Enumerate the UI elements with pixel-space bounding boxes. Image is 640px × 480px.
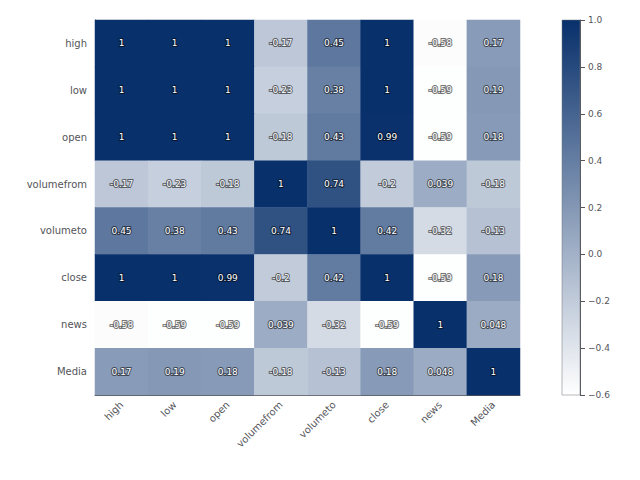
svg-text:1: 1: [119, 85, 125, 95]
svg-text:-0.13: -0.13: [482, 226, 505, 236]
svg-text:0.2: 0.2: [588, 203, 602, 213]
svg-text:open: open: [62, 132, 87, 143]
svg-text:close: close: [61, 272, 87, 283]
svg-text:volumeto: volumeto: [297, 399, 338, 440]
svg-text:-0.18: -0.18: [482, 179, 506, 189]
svg-text:0.38: 0.38: [324, 85, 344, 95]
svg-text:1: 1: [384, 85, 390, 95]
svg-text:0.74: 0.74: [271, 226, 291, 236]
svg-text:-0.18: -0.18: [216, 179, 240, 189]
svg-text:0.0: 0.0: [588, 249, 603, 259]
svg-text:0.43: 0.43: [324, 132, 344, 142]
svg-text:low: low: [159, 399, 179, 419]
svg-text:-0.32: -0.32: [429, 226, 452, 236]
svg-text:-0.18: -0.18: [269, 367, 293, 377]
svg-text:-0.23: -0.23: [269, 85, 292, 95]
svg-text:0.74: 0.74: [324, 179, 344, 189]
svg-text:0.38: 0.38: [165, 226, 185, 236]
svg-text:low: low: [70, 85, 87, 96]
svg-text:0.6: 0.6: [588, 109, 603, 119]
svg-text:1: 1: [491, 367, 497, 377]
svg-text:1: 1: [278, 179, 284, 189]
svg-text:0.18: 0.18: [483, 273, 503, 283]
svg-text:-0.17: -0.17: [269, 38, 292, 48]
svg-text:0.4: 0.4: [588, 156, 603, 166]
svg-text:1: 1: [119, 38, 125, 48]
svg-text:-0.58: -0.58: [429, 38, 453, 48]
svg-text:-0.2: -0.2: [272, 273, 290, 283]
svg-text:0.19: 0.19: [165, 367, 185, 377]
svg-text:0.99: 0.99: [377, 132, 397, 142]
svg-text:0.039: 0.039: [427, 179, 453, 189]
svg-text:-0.59: -0.59: [163, 320, 187, 330]
svg-text:1: 1: [384, 38, 390, 48]
svg-text:-0.17: -0.17: [110, 179, 133, 189]
svg-text:-0.59: -0.59: [376, 320, 400, 330]
svg-text:Media: Media: [468, 399, 497, 428]
svg-text:−0.6: −0.6: [588, 390, 610, 400]
svg-text:-0.23: -0.23: [163, 179, 186, 189]
svg-text:−0.4: −0.4: [588, 343, 610, 353]
svg-text:0.45: 0.45: [112, 226, 132, 236]
svg-text:-0.58: -0.58: [110, 320, 134, 330]
svg-text:1: 1: [225, 85, 231, 95]
svg-text:1: 1: [172, 132, 178, 142]
svg-text:0.18: 0.18: [218, 367, 238, 377]
svg-text:open: open: [206, 399, 231, 424]
svg-text:news: news: [418, 399, 444, 425]
svg-text:0.99: 0.99: [218, 273, 238, 283]
svg-text:0.19: 0.19: [483, 85, 503, 95]
svg-text:1: 1: [437, 320, 443, 330]
svg-text:1: 1: [331, 226, 337, 236]
svg-text:volumeto: volumeto: [40, 225, 87, 236]
svg-text:1: 1: [225, 38, 231, 48]
svg-text:news: news: [61, 319, 87, 330]
svg-text:-0.18: -0.18: [269, 132, 293, 142]
svg-text:-0.13: -0.13: [322, 367, 345, 377]
svg-text:-0.2: -0.2: [378, 179, 396, 189]
svg-text:0.45: 0.45: [324, 38, 344, 48]
svg-text:1.0: 1.0: [588, 15, 603, 25]
svg-text:0.048: 0.048: [481, 320, 507, 330]
svg-text:-0.59: -0.59: [429, 273, 453, 283]
svg-text:-0.32: -0.32: [322, 320, 345, 330]
svg-text:0.42: 0.42: [377, 226, 397, 236]
svg-text:-0.59: -0.59: [429, 132, 453, 142]
svg-text:Media: Media: [57, 366, 87, 377]
svg-text:1: 1: [172, 38, 178, 48]
svg-text:0.17: 0.17: [483, 38, 503, 48]
svg-text:1: 1: [172, 85, 178, 95]
svg-text:1: 1: [225, 132, 231, 142]
svg-text:0.048: 0.048: [427, 367, 453, 377]
svg-text:1: 1: [119, 273, 125, 283]
svg-text:volumefrom: volumefrom: [27, 179, 87, 190]
svg-text:high: high: [65, 38, 87, 49]
svg-text:0.43: 0.43: [218, 226, 238, 236]
svg-text:0.18: 0.18: [377, 367, 397, 377]
svg-text:0.8: 0.8: [588, 62, 603, 72]
svg-text:0.17: 0.17: [112, 367, 132, 377]
svg-text:0.18: 0.18: [483, 132, 503, 142]
svg-text:0.039: 0.039: [268, 320, 294, 330]
svg-text:close: close: [365, 399, 391, 425]
svg-text:1: 1: [119, 132, 125, 142]
svg-text:-0.59: -0.59: [216, 320, 240, 330]
svg-text:high: high: [102, 399, 125, 422]
svg-text:0.42: 0.42: [324, 273, 344, 283]
svg-text:volumefrom: volumefrom: [234, 399, 284, 449]
svg-text:1: 1: [384, 273, 390, 283]
svg-text:−0.2: −0.2: [588, 296, 610, 306]
svg-text:1: 1: [172, 273, 178, 283]
svg-text:-0.59: -0.59: [429, 85, 453, 95]
